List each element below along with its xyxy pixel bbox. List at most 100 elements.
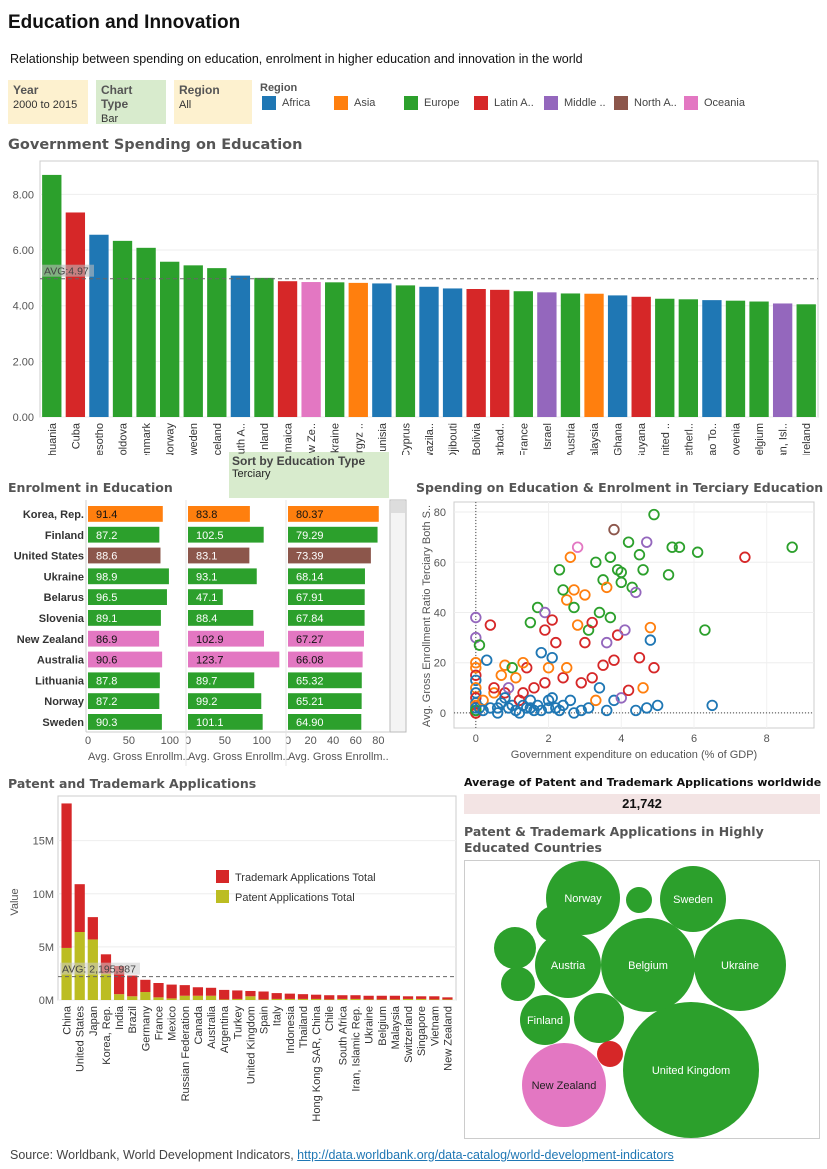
x-axis-label: Avg. Gross Enrollm.. [188, 751, 289, 763]
trademark-bar [74, 884, 85, 932]
scatter-point [630, 704, 642, 717]
x-tick-label: Malaysia [390, 1005, 402, 1049]
scrollbar [389, 499, 407, 733]
source-link[interactable]: http://data.worldbank.org/data-catalog/w… [297, 1148, 674, 1162]
y-tick-label: 10M [33, 889, 54, 901]
enrolment-bar [88, 693, 160, 709]
legend-item[interactable]: Latin A.. [474, 96, 534, 110]
x-tick-label: Germany [140, 1006, 152, 1052]
enrolment-bar [88, 526, 160, 543]
scatter-point [637, 564, 649, 576]
scatter-point [510, 672, 522, 684]
enrolment-bar [188, 526, 264, 543]
row-label: New Zealand [17, 634, 84, 646]
bar-guyana [631, 296, 651, 417]
scatter-point [579, 636, 591, 649]
legend-item[interactable]: Middle .. [544, 96, 606, 110]
scatter-point [491, 707, 504, 719]
y-axis-label: Avg. Gross Enrollment Ratio Terciary Bot… [421, 505, 433, 727]
x-tick-label: uth A.. [235, 423, 247, 454]
row-label: Sweden [42, 717, 84, 729]
row-label: Lithuania [35, 675, 85, 687]
legend-label: Asia [354, 97, 376, 109]
x-tick-label: Iceland [212, 423, 224, 455]
bar-value-label: 90.3 [96, 717, 117, 729]
chart-type-filter[interactable]: Chart Type Bar [96, 80, 166, 125]
legend-label: North A.. [634, 97, 677, 109]
sort-control-label: Sort by Education Type [232, 454, 366, 468]
legend-item[interactable]: Africa [262, 96, 310, 110]
x-tick-label: Slovenia [730, 422, 742, 455]
scatter-point [662, 569, 675, 581]
legend-item[interactable]: Asia [334, 96, 375, 110]
bubble-chart: United Kingdom Belgium Ukraine New Zealand N… [464, 860, 820, 1139]
enrolment-bar [188, 589, 223, 605]
trademark-bar [271, 993, 282, 999]
x-tick-label: Russian Federation [180, 1006, 192, 1101]
bar-moldova [112, 240, 133, 417]
legend-swatch [334, 96, 348, 110]
x-axis-label: Avg. Gross Enrollm.. [288, 751, 389, 763]
x-tick-label: Guyana [636, 422, 648, 455]
enrolment-bar [188, 610, 254, 626]
y-tick-label: 40 [434, 607, 446, 619]
patent-bar [100, 973, 112, 1000]
year-filter[interactable]: Year 2000 to 2015 [8, 80, 88, 124]
sort-control[interactable]: Sort by Education Type Terciary [229, 452, 389, 498]
x-tick-label: 6 [691, 733, 697, 745]
patent-bar [205, 995, 217, 1000]
bubble-label: Ukraine [721, 960, 759, 972]
bar-new-ze- [301, 282, 321, 417]
x-tick-label: Singapore [416, 1006, 428, 1056]
scatter-point [597, 659, 609, 671]
legend-label: Latin A.. [494, 97, 534, 109]
bar-value-label: 73.39 [296, 551, 324, 563]
bar-value-label: 89.7 [196, 675, 217, 687]
bubble [501, 967, 535, 1001]
y-tick-label: 60 [434, 557, 446, 569]
region-filter[interactable]: Region All [174, 80, 252, 124]
trademark-bar [310, 994, 322, 999]
patents-chart: 0M 5M 10M 15M Value China United States Japan Ko… [9, 795, 457, 1122]
legend-item[interactable]: North A.. [614, 96, 677, 110]
x-tick-label: France [518, 423, 530, 455]
x-tick-label: Argentina [219, 1005, 231, 1053]
scatter-point [648, 508, 660, 521]
patent-bar [245, 996, 256, 1000]
x-tick-label: Ireland [801, 423, 813, 455]
x-axis-label: Avg. Gross Enrollm.. [88, 751, 189, 763]
bar-value-label: 90.6 [96, 655, 117, 667]
avg-patents-value: 21,742 [464, 794, 820, 814]
bar-jamaica [277, 281, 298, 417]
plot-frame [453, 501, 815, 729]
x-tick-label: Austria [565, 422, 577, 455]
scatter-section-title: Spending on Education & Enrolment in Ter… [416, 480, 824, 495]
scatter-point [546, 692, 558, 704]
scatter-point [630, 586, 642, 599]
scatter-point [615, 566, 627, 579]
bar-value-label: 83.8 [196, 509, 217, 521]
scatter-point [673, 541, 686, 553]
bar-value-label: 83.1 [196, 551, 217, 563]
bar-value-label: 102.5 [196, 530, 224, 542]
x-tick-label: Iran, Isl.. [778, 423, 790, 455]
legend-item[interactable]: Oceania [684, 96, 745, 110]
scatter-point [557, 672, 569, 684]
enrolment-bar [88, 651, 163, 668]
x-tick-label: Cyprus [400, 423, 412, 455]
y-tick-label: 2.00 [13, 356, 34, 368]
scatter-point [550, 636, 562, 649]
scatter-point [604, 611, 617, 624]
legend-item[interactable]: Europe [404, 96, 459, 110]
scatter-point [502, 682, 515, 694]
average-label: AVG:4.97 [44, 266, 89, 278]
bar-value-label: 99.2 [196, 696, 217, 708]
y-tick-label: 6.00 [13, 245, 34, 257]
patent-bar [113, 994, 125, 1000]
enrolment-bar [188, 630, 264, 647]
patent-bar [127, 996, 138, 1000]
x-tick-label: 0 [85, 735, 91, 747]
x-tick-label: Vietnam [429, 1006, 441, 1046]
legend-label: Europe [424, 97, 460, 109]
bar-value-label: 86.9 [96, 634, 117, 646]
